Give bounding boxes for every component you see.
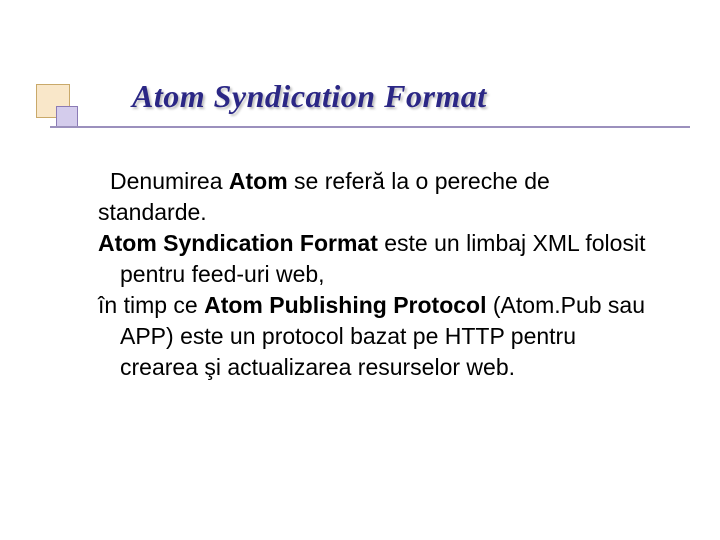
- body-text: Denumirea Atom se referă la o pereche de…: [98, 166, 658, 383]
- text-span: Denumirea: [110, 168, 229, 194]
- paragraph-3: în timp ce Atom Publishing Protocol (Ato…: [98, 290, 658, 383]
- title-underline: [50, 126, 690, 128]
- bullet-square-small: [56, 106, 78, 128]
- slide-title: Atom Syndication Format: [132, 78, 487, 115]
- paragraph-2: Atom Syndication Format este un limbaj X…: [98, 228, 658, 290]
- text-span: Atom Publishing Protocol: [204, 292, 486, 318]
- text-span: în timp ce: [98, 292, 204, 318]
- text-span: Atom: [229, 168, 288, 194]
- paragraph-1: Denumirea Atom se referă la o pereche de…: [98, 166, 658, 228]
- text-span: Atom Syndication Format: [98, 230, 378, 256]
